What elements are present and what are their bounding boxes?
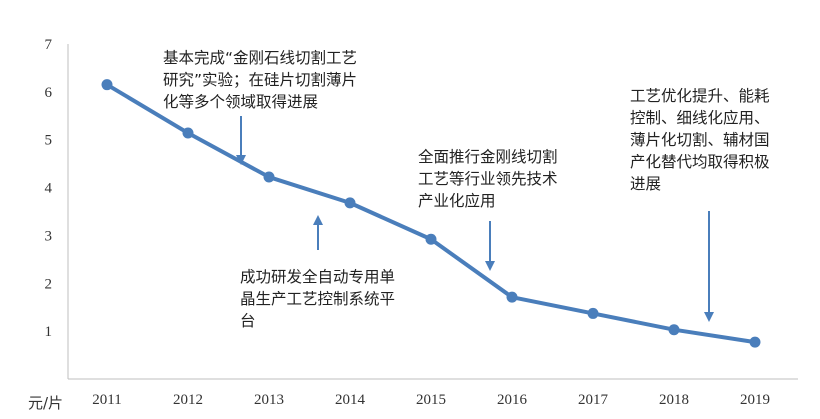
- y-tick-label: 4: [45, 181, 53, 197]
- y-tick-label: 1: [45, 324, 53, 340]
- y-tick-label: 6: [45, 85, 53, 101]
- annotation-text: 成功研发全自动专用单晶生产工艺控制系统平台: [240, 268, 395, 330]
- y-tick-label: 7: [45, 37, 53, 53]
- data-point: [182, 127, 194, 139]
- x-tick-label: 2019: [740, 392, 770, 408]
- y-tick-label: 3: [45, 228, 53, 244]
- x-tick-label: 2013: [254, 392, 284, 408]
- annotation-text: 基本完成“金刚石线切割工艺研究”实验；在硅片切割薄片化等多个领域取得进展: [163, 49, 357, 111]
- x-tick-label: 2011: [92, 392, 121, 408]
- x-tick-label: 2018: [659, 392, 689, 408]
- annotation: 工艺优化提升、能耗控制、细线化应用、薄片化切割、辅材国产化替代均取得积极进展: [630, 87, 770, 322]
- data-point: [263, 171, 275, 183]
- annotations-layer: 基本完成“金刚石线切割工艺研究”实验；在硅片切割薄片化等多个领域取得进展成功研发…: [163, 49, 770, 330]
- y-tick-labels: 1 2 3 4 5 6 7: [45, 37, 53, 340]
- annotation-text: 工艺优化提升、能耗控制、细线化应用、薄片化切割、辅材国产化替代均取得积极进展: [630, 87, 770, 193]
- data-point: [749, 336, 761, 348]
- x-tick-labels: 2011 2012 2013 2014 2015 2016 2017 2018 2019: [92, 392, 770, 408]
- x-tick-label: 2017: [578, 392, 609, 408]
- axes: [67, 44, 798, 380]
- x-tick-label: 2015: [416, 392, 446, 408]
- data-point: [506, 291, 518, 303]
- annotation: 成功研发全自动专用单晶生产工艺控制系统平台: [240, 215, 395, 330]
- y-tick-label: 5: [45, 133, 53, 149]
- data-point: [344, 197, 356, 209]
- data-point: [587, 307, 599, 319]
- x-tick-label: 2016: [497, 392, 528, 408]
- data-point: [425, 233, 437, 245]
- annotation-text: 全面推行金刚线切割工艺等行业领先技术产业化应用: [418, 148, 558, 210]
- annotation: 全面推行金刚线切割工艺等行业领先技术产业化应用: [418, 148, 558, 271]
- series-layer: [101, 79, 761, 348]
- annotation: 基本完成“金刚石线切割工艺研究”实验；在硅片切割薄片化等多个领域取得进展: [163, 49, 357, 165]
- y-tick-label: 2: [45, 276, 53, 292]
- y-axis-unit-label: 元/片: [28, 394, 63, 412]
- x-tick-label: 2012: [173, 392, 203, 408]
- data-point: [101, 79, 113, 91]
- x-tick-label: 2014: [335, 392, 366, 408]
- data-point: [668, 324, 680, 336]
